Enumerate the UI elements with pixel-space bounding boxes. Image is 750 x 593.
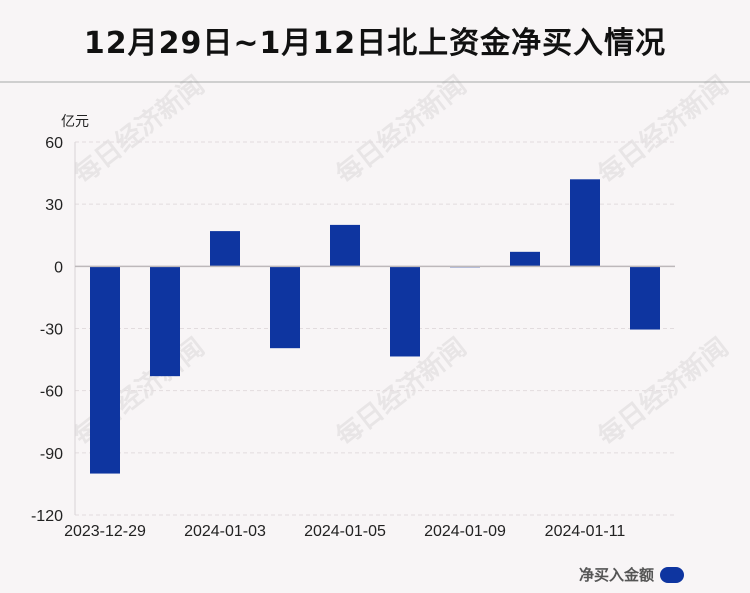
- y-tick-label: -30: [40, 322, 63, 339]
- bar: [630, 266, 660, 330]
- x-tick-label: 2024-01-05: [304, 523, 386, 540]
- y-tick-label: -120: [31, 508, 63, 525]
- bar: [390, 266, 420, 357]
- bar: [330, 224, 360, 267]
- x-tick-label: 2024-01-03: [184, 523, 266, 540]
- y-tick-label: 60: [45, 135, 63, 152]
- title-divider: [0, 81, 750, 83]
- bar: [570, 179, 600, 267]
- x-tick-label: 2023-12-29: [64, 523, 146, 540]
- legend-swatch: [660, 566, 684, 583]
- bar: [90, 266, 120, 474]
- bar: [270, 266, 300, 349]
- chart-title: 12月29日~1月12日北上资金净买入情况: [83, 26, 667, 61]
- y-tick-label: 0: [54, 259, 63, 276]
- bar: [150, 266, 180, 377]
- bar: [510, 251, 540, 267]
- y-tick-label: -90: [40, 446, 63, 463]
- legend-label: 净买入金额: [578, 566, 654, 584]
- y-tick-label: -60: [40, 384, 63, 401]
- y-axis-unit-label: 亿元: [61, 114, 89, 130]
- y-tick-label: 30: [45, 197, 63, 214]
- bar: [210, 231, 240, 267]
- x-tick-label: 2024-01-09: [424, 523, 506, 540]
- legend: 净买入金额: [579, 564, 684, 585]
- x-tick-label: 2024-01-11: [545, 523, 626, 540]
